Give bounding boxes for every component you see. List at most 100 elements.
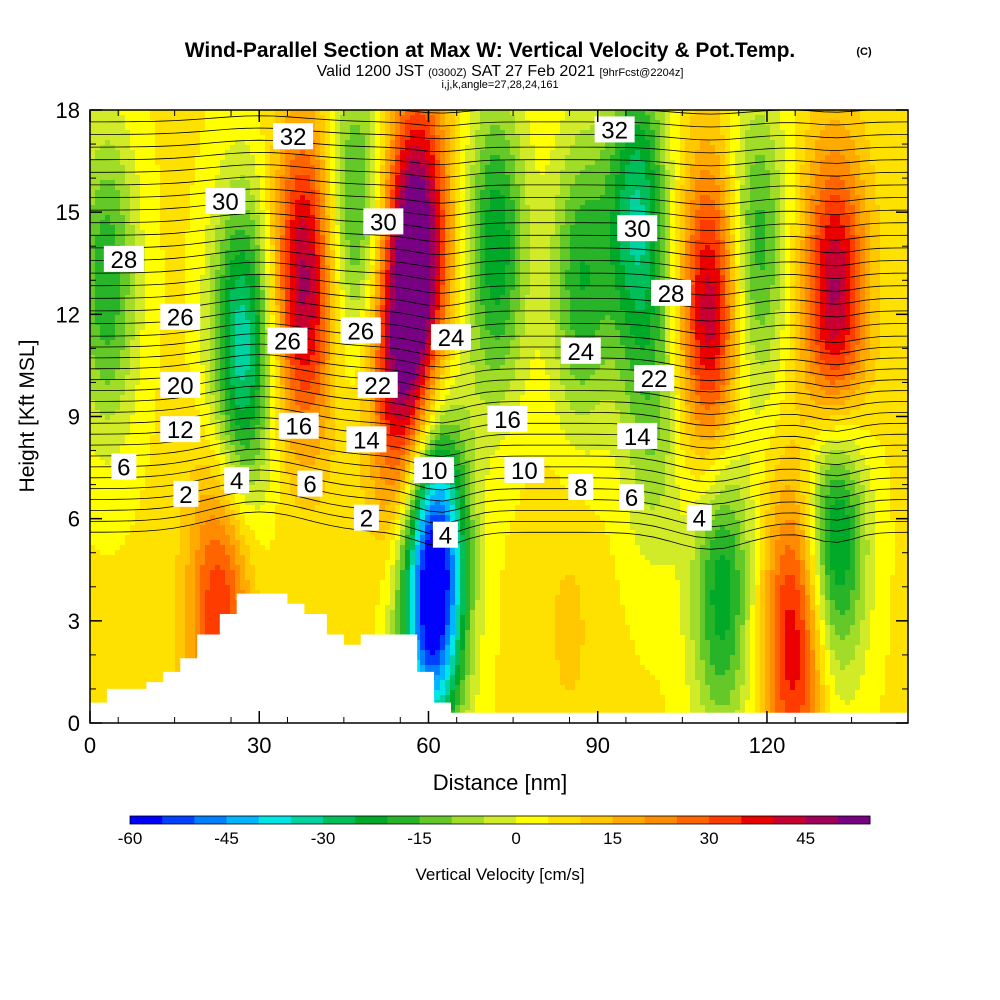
heatmap-cell [180,150,186,156]
heatmap-cell [290,220,296,226]
heatmap-cell [855,225,861,231]
heatmap-cell [610,145,616,151]
heatmap-cell [655,175,661,181]
heatmap-cell [450,170,456,176]
heatmap-cell [360,165,366,171]
heatmap-cell [260,135,266,141]
heatmap-cell [520,185,526,191]
heatmap-cell [415,140,421,146]
heatmap-cell [470,175,476,181]
heatmap-cell [890,165,896,171]
heatmap-cell [900,240,906,246]
heatmap-cell [660,195,666,201]
heatmap-cell [425,175,431,181]
heatmap-cell [415,155,421,161]
heatmap-cell [420,185,426,191]
heatmap-cell [710,190,716,196]
heatmap-cell [325,200,331,206]
heatmap-cell [725,110,731,116]
heatmap-cell [595,150,601,156]
heatmap-cell [250,140,256,146]
heatmap-cell [120,140,126,146]
heatmap-cell [745,255,751,261]
heatmap-cell [290,205,296,211]
heatmap-cell [525,150,531,156]
heatmap-cell [150,175,156,181]
heatmap-cell [465,165,471,171]
heatmap-cell [850,150,856,156]
heatmap-cell [885,150,891,156]
heatmap-cell [135,160,141,166]
heatmap-cell [510,235,516,241]
heatmap-cell [265,215,271,221]
heatmap-cell [455,185,461,191]
heatmap-cell [355,200,361,206]
heatmap-cell [260,190,266,196]
heatmap-cell [515,230,521,236]
heatmap-cell [615,185,621,191]
heatmap-cell [620,150,626,156]
heatmap-cell [360,195,366,201]
heatmap-cell [130,190,136,196]
heatmap-cell [860,155,866,161]
heatmap-cell [530,115,536,121]
heatmap-cell [185,210,191,216]
heatmap-cell [750,125,756,131]
heatmap-cell [620,205,626,211]
heatmap-cell [605,150,611,156]
heatmap-cell [700,145,706,151]
heatmap-cell [165,190,171,196]
heatmap-cell [760,220,766,226]
heatmap-cell [865,180,871,186]
heatmap-cell [230,155,236,161]
heatmap-cell [460,140,466,146]
heatmap-cell [330,120,336,126]
heatmap-cell [630,190,636,196]
heatmap-cell [605,110,611,116]
heatmap-cell [370,145,376,151]
heatmap-cell [795,210,801,216]
heatmap-cell [815,195,821,201]
heatmap-cell [840,245,846,251]
heatmap-cell [350,255,356,261]
heatmap-cell [185,195,191,201]
heatmap-cell [435,225,441,231]
heatmap-cell [460,230,466,236]
heatmap-cell [805,215,811,221]
heatmap-cell [310,255,316,261]
heatmap-cell [760,120,766,126]
heatmap-cell [590,235,596,241]
heatmap-cell [285,215,291,221]
heatmap-cell [860,250,866,256]
heatmap-cell [430,195,436,201]
heatmap-cell [755,150,761,156]
heatmap-cell [680,130,686,136]
heatmap-cell [380,255,386,261]
heatmap-cell [815,130,821,136]
heatmap-cell [740,245,746,251]
heatmap-cell [345,130,351,136]
heatmap-cell [140,225,146,231]
heatmap-cell [340,215,346,221]
heatmap-cell [330,225,336,231]
heatmap-cell [820,185,826,191]
heatmap-cell [165,115,171,121]
heatmap-cell [230,255,236,261]
heatmap-cell [515,160,521,166]
heatmap-cell [750,150,756,156]
heatmap-cell [240,255,246,261]
heatmap-cell [650,155,656,161]
heatmap-cell [695,205,701,211]
heatmap-cell [195,190,201,196]
heatmap-cell [795,125,801,131]
heatmap-cell [810,150,816,156]
heatmap-cell [475,200,481,206]
heatmap-cell [680,230,686,236]
heatmap-cell [625,165,631,171]
heatmap-cell [530,190,536,196]
heatmap-cell [390,115,396,121]
heatmap-cell [480,140,486,146]
heatmap-cell [525,255,531,261]
heatmap-cell [680,245,686,251]
heatmap-cell [645,250,651,256]
